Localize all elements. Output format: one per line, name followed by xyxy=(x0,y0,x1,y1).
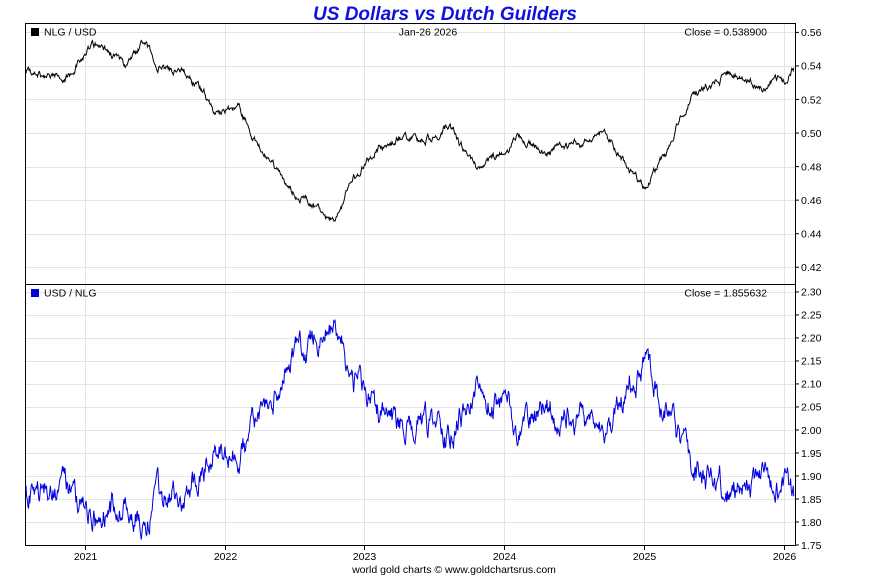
upper-legend-swatch xyxy=(31,28,39,36)
date-label: Jan-26 2026 xyxy=(399,27,458,39)
y-tick-label: 2.15 xyxy=(801,356,822,368)
x-tick-label: 2021 xyxy=(74,551,98,563)
y-tick-label: 1.90 xyxy=(801,471,822,483)
usd-nlg-line xyxy=(25,318,795,540)
y-tick-label: 2.05 xyxy=(801,402,822,414)
y-tick-label: 0.52 xyxy=(801,94,822,106)
y-tick-label: 1.95 xyxy=(801,448,822,460)
lower-legend-label: USD / NLG xyxy=(44,288,97,300)
y-tick-label: 0.56 xyxy=(801,27,822,39)
y-tick-label: 1.85 xyxy=(801,494,822,506)
y-tick-label: 2.00 xyxy=(801,425,822,437)
x-tick-label: 2022 xyxy=(214,551,238,563)
y-tick-label: 1.80 xyxy=(801,517,822,529)
upper-panel: 0.42 0.44 0.46 0.48 0.50 0.52 0.54 0.56 NLG / U… xyxy=(25,23,822,285)
lower-panel: 1.75 1.80 1.85 1.90 1.95 2.00 2.05 2.10 2.15 2.20… xyxy=(25,284,822,552)
y-tick-label: 0.44 xyxy=(801,228,822,240)
lower-panel-frame xyxy=(25,284,796,546)
lower-legend-swatch xyxy=(31,289,39,297)
y-tick-label: 2.25 xyxy=(801,310,822,322)
x-tick-label: 2025 xyxy=(633,551,657,563)
y-tick-label: 2.30 xyxy=(801,287,822,299)
y-tick-label: 1.75 xyxy=(801,540,822,552)
y-tick-label: 2.10 xyxy=(801,379,822,391)
y-tick-label: 0.50 xyxy=(801,128,822,140)
y-tick-label: 0.42 xyxy=(801,262,822,274)
chart-title: US Dollars vs Dutch Guilders xyxy=(313,4,577,25)
upper-close-label: Close = 0.538900 xyxy=(684,27,767,39)
footer-credit: world gold charts © www.goldchartsrus.co… xyxy=(351,564,556,575)
y-tick-label: 0.48 xyxy=(801,161,822,173)
upper-panel-frame xyxy=(25,23,796,285)
y-tick-label: 2.20 xyxy=(801,333,822,345)
lower-close-label: Close = 1.855632 xyxy=(684,288,767,300)
x-tick-label: 2026 xyxy=(773,551,797,563)
y-tick-label: 0.46 xyxy=(801,195,822,207)
x-tick-label: 2024 xyxy=(493,551,517,563)
x-tick-label: 2023 xyxy=(353,551,377,563)
upper-legend-label: NLG / USD xyxy=(44,27,97,39)
nlg-usd-line xyxy=(25,39,795,222)
y-tick-label: 0.54 xyxy=(801,61,822,73)
